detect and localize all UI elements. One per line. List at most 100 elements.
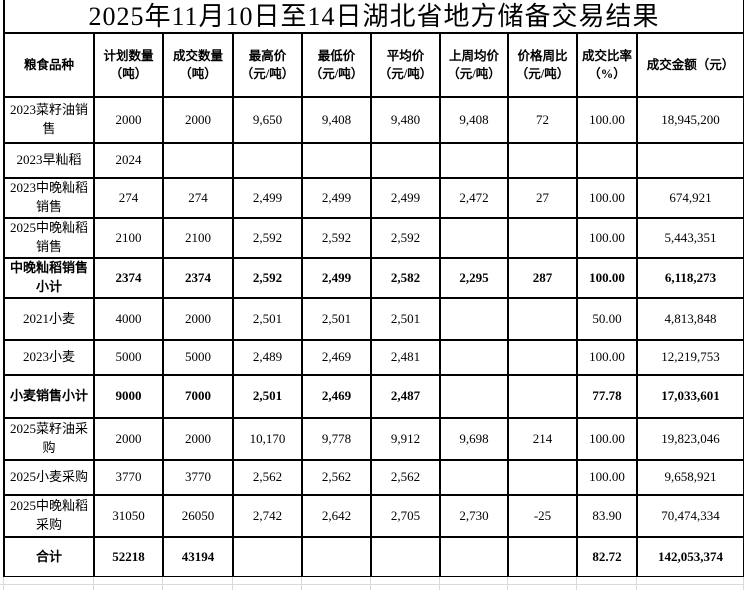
grain-name-cell[interactable]: 2023小麦	[3, 339, 95, 376]
value-cell[interactable]: 72	[507, 96, 578, 144]
value-cell[interactable]: 2100	[162, 217, 234, 259]
value-cell[interactable]: -25	[507, 494, 578, 538]
value-cell[interactable]: 52218	[93, 536, 164, 578]
column-header[interactable]: 平均价 （元/吨）	[370, 32, 441, 98]
value-cell[interactable]: 2000	[93, 96, 164, 144]
value-cell[interactable]	[370, 536, 441, 578]
grain-name-cell[interactable]: 合计	[3, 536, 95, 578]
value-cell[interactable]	[439, 374, 509, 419]
value-cell[interactable]	[507, 459, 578, 496]
value-cell[interactable]: 100.00	[576, 96, 638, 144]
value-cell[interactable]	[507, 297, 578, 341]
value-cell[interactable]	[232, 536, 303, 578]
value-cell[interactable]: 82.72	[576, 536, 638, 578]
value-cell[interactable]: 100.00	[576, 417, 638, 461]
value-cell[interactable]	[439, 339, 509, 376]
value-cell[interactable]: 2000	[162, 417, 234, 461]
value-cell[interactable]	[232, 142, 303, 179]
value-cell[interactable]: 287	[507, 257, 578, 299]
value-cell[interactable]: 100.00	[576, 459, 638, 496]
value-cell[interactable]: 2000	[162, 96, 234, 144]
value-cell[interactable]: 100.00	[576, 217, 638, 259]
value-cell[interactable]: 70,474,334	[635, 494, 744, 538]
value-cell[interactable]: 27	[507, 177, 578, 219]
grain-name-cell[interactable]: 2025小麦采购	[3, 459, 95, 496]
value-cell[interactable]: 2374	[93, 257, 164, 299]
value-cell[interactable]: 2100	[93, 217, 164, 259]
value-cell[interactable]: 2,499	[370, 177, 441, 219]
value-cell[interactable]: 2,705	[370, 494, 441, 538]
value-cell[interactable]	[507, 339, 578, 376]
grain-name-cell[interactable]: 2021小麦	[3, 297, 95, 341]
value-cell[interactable]: 9,480	[370, 96, 441, 144]
value-cell[interactable]	[301, 142, 372, 179]
value-cell[interactable]: 214	[507, 417, 578, 461]
grain-name-cell[interactable]: 2023中晚籼稻销售	[3, 177, 95, 219]
value-cell[interactable]: 100.00	[576, 339, 638, 376]
value-cell[interactable]: 274	[162, 177, 234, 219]
value-cell[interactable]: 2,501	[232, 297, 303, 341]
value-cell[interactable]: 12,219,753	[635, 339, 744, 376]
grain-name-cell[interactable]: 2023早籼稻	[3, 142, 95, 179]
value-cell[interactable]: 50.00	[576, 297, 638, 341]
page-title[interactable]: 2025年11月10日至14日湖北省地方储备交易结果	[2, 0, 744, 34]
value-cell[interactable]: 2,592	[370, 217, 441, 259]
value-cell[interactable]: 2,501	[301, 297, 372, 341]
value-cell[interactable]: 2,499	[232, 177, 303, 219]
value-cell[interactable]	[162, 142, 234, 179]
value-cell[interactable]	[439, 459, 509, 496]
value-cell[interactable]: 274	[93, 177, 164, 219]
value-cell[interactable]: 100.00	[576, 257, 638, 299]
value-cell[interactable]	[301, 536, 372, 578]
value-cell[interactable]: 9,658,921	[635, 459, 744, 496]
value-cell[interactable]	[439, 217, 509, 259]
value-cell[interactable]	[507, 142, 578, 179]
value-cell[interactable]: 26050	[162, 494, 234, 538]
value-cell[interactable]: 10,170	[232, 417, 303, 461]
column-header[interactable]: 成交比率 （%）	[576, 32, 638, 98]
column-header[interactable]: 成交金额（元）	[635, 32, 744, 98]
value-cell[interactable]: 2,592	[301, 217, 372, 259]
value-cell[interactable]: 2000	[162, 297, 234, 341]
value-cell[interactable]: 100.00	[576, 177, 638, 219]
value-cell[interactable]: 2000	[93, 417, 164, 461]
value-cell[interactable]: 2,487	[370, 374, 441, 419]
grain-name-cell[interactable]: 中晚籼稻销售小计	[3, 257, 95, 299]
value-cell[interactable]: 2,742	[232, 494, 303, 538]
value-cell[interactable]: 7000	[162, 374, 234, 419]
value-cell[interactable]: 2,499	[301, 257, 372, 299]
value-cell[interactable]: 2,469	[301, 339, 372, 376]
value-cell[interactable]: 2,562	[232, 459, 303, 496]
value-cell[interactable]: 6,118,273	[635, 257, 744, 299]
value-cell[interactable]: 4,813,848	[635, 297, 744, 341]
value-cell[interactable]: 2,501	[370, 297, 441, 341]
value-cell[interactable]: 2,582	[370, 257, 441, 299]
column-header[interactable]: 粮食品种	[3, 32, 95, 98]
value-cell[interactable]: 5,443,351	[635, 217, 744, 259]
grain-name-cell[interactable]: 小麦销售小计	[3, 374, 95, 419]
value-cell[interactable]: 3770	[162, 459, 234, 496]
column-header[interactable]: 成交数量 （吨）	[162, 32, 234, 98]
grain-name-cell[interactable]: 2025菜籽油采购	[3, 417, 95, 461]
value-cell[interactable]: 2,499	[301, 177, 372, 219]
value-cell[interactable]: 5000	[93, 339, 164, 376]
value-cell[interactable]	[576, 142, 638, 179]
value-cell[interactable]: 2,730	[439, 494, 509, 538]
value-cell[interactable]	[370, 142, 441, 179]
grain-name-cell[interactable]: 2025中晚籼稻采购	[3, 494, 95, 538]
column-header[interactable]: 价格周比 （元/吨）	[507, 32, 578, 98]
value-cell[interactable]: 674,921	[635, 177, 744, 219]
grain-name-cell[interactable]: 2025中晚籼稻销售	[3, 217, 95, 259]
value-cell[interactable]: 2,481	[370, 339, 441, 376]
value-cell[interactable]: 2,562	[301, 459, 372, 496]
value-cell[interactable]	[439, 297, 509, 341]
value-cell[interactable]: 9,778	[301, 417, 372, 461]
value-cell[interactable]: 43194	[162, 536, 234, 578]
value-cell[interactable]: 2,472	[439, 177, 509, 219]
value-cell[interactable]	[507, 536, 578, 578]
value-cell[interactable]	[439, 536, 509, 578]
value-cell[interactable]: 18,945,200	[635, 96, 744, 144]
value-cell[interactable]	[439, 142, 509, 179]
value-cell[interactable]: 3770	[93, 459, 164, 496]
value-cell[interactable]: 2024	[93, 142, 164, 179]
